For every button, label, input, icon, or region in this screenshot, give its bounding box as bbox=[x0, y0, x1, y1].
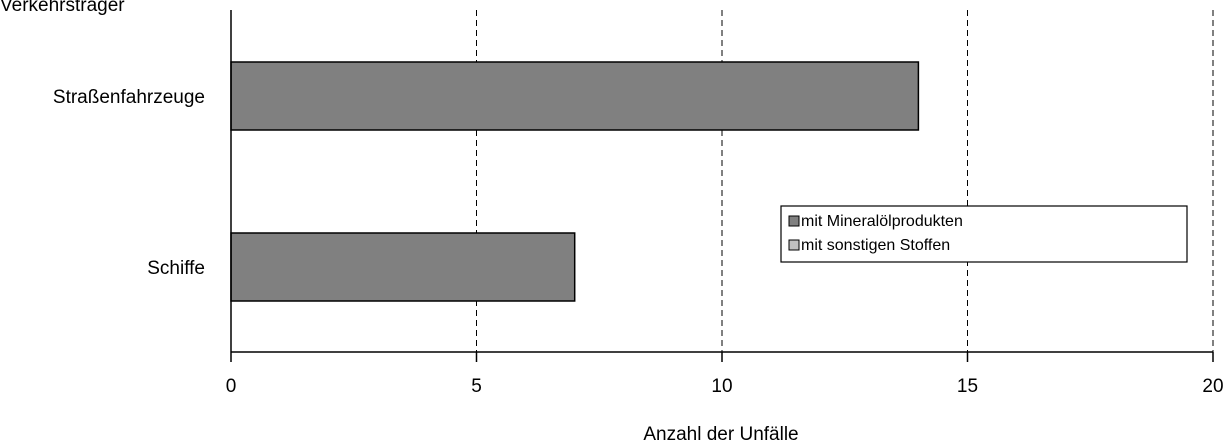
legend-entry: mit sonstigen Stoffen bbox=[801, 237, 950, 254]
x-tick-label: 15 bbox=[957, 376, 978, 397]
category-labels: Straßenfahrzeuge Schiffe bbox=[53, 87, 205, 279]
bar bbox=[230, 232, 576, 302]
x-tick-labels: 0 5 10 15 20 bbox=[226, 376, 1224, 397]
legend: mit Mineralölprodukten mit sonstigen Stof… bbox=[780, 205, 1188, 263]
bars bbox=[230, 61, 920, 302]
axes bbox=[230, 10, 1214, 362]
bar bbox=[230, 61, 920, 131]
legend-entry: mit Mineralölprodukten bbox=[801, 213, 963, 230]
chart-title: Verkehrsträger bbox=[0, 0, 125, 16]
x-tick-label: 20 bbox=[1202, 376, 1223, 397]
legend-swatch bbox=[788, 239, 800, 251]
x-axis-label: Anzahl der Unfälle bbox=[643, 424, 798, 445]
x-tick-label: 5 bbox=[471, 376, 482, 397]
category-label: Straßenfahrzeuge bbox=[53, 87, 205, 108]
x-tick-label: 0 bbox=[226, 376, 237, 397]
category-label: Schiffe bbox=[147, 258, 205, 279]
legend-box bbox=[780, 205, 1188, 263]
x-tick-label: 10 bbox=[711, 376, 732, 397]
legend-swatch bbox=[788, 215, 800, 227]
